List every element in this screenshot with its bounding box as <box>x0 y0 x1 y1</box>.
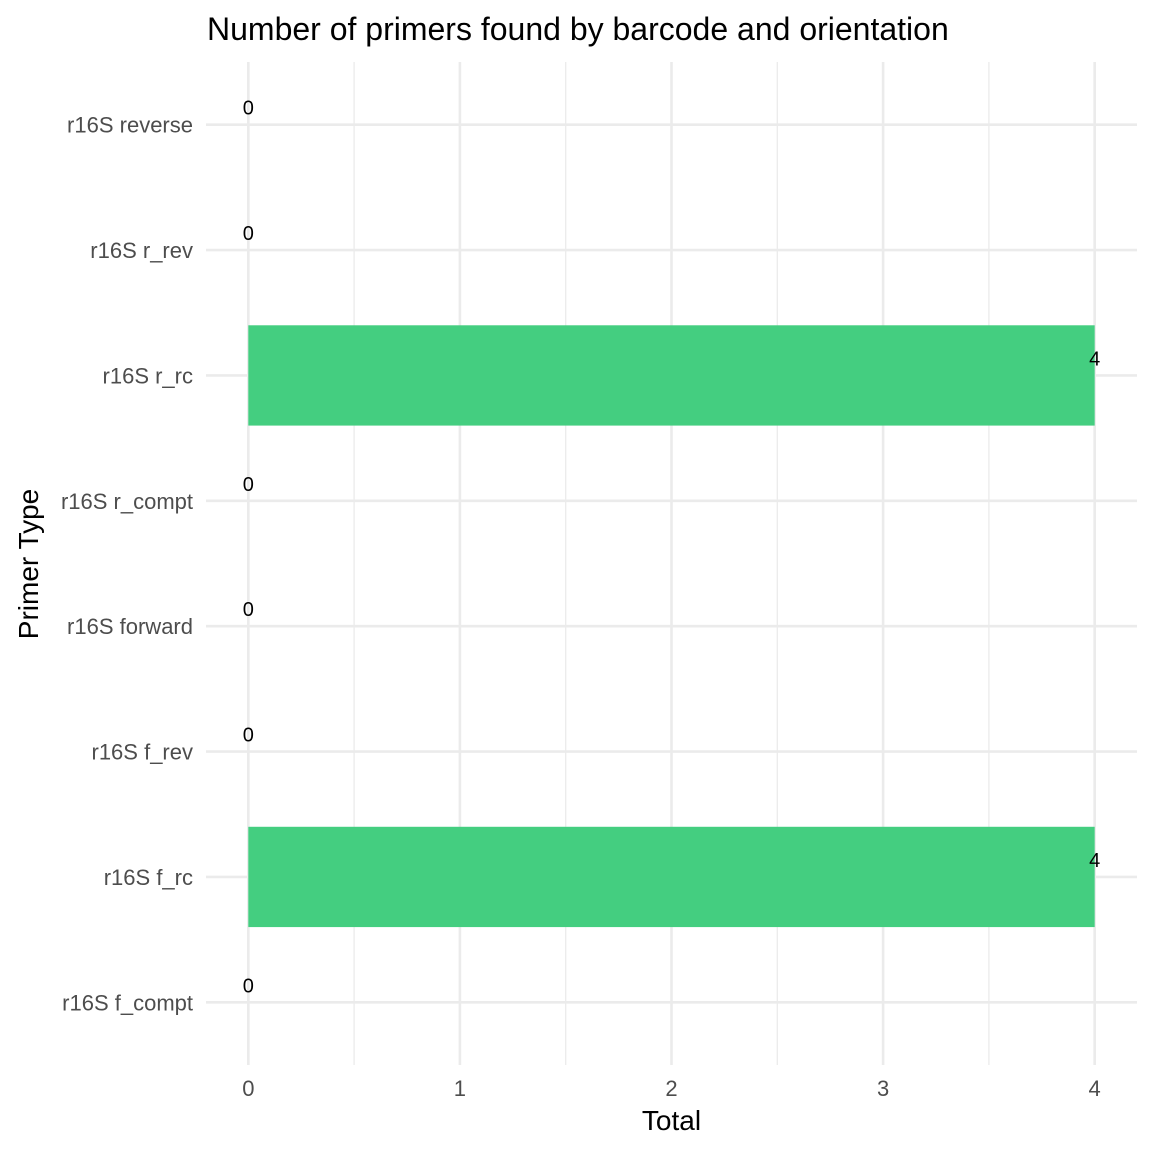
bar-data-label: 0 <box>243 223 254 245</box>
y-tick-label: r16S r_rc <box>103 363 193 388</box>
y-tick-label: r16S f_rc <box>104 865 193 890</box>
data-labels: 0 4 0 0 0 4 0 0 <box>243 98 1100 998</box>
y-tick-label: r16S f_compt <box>62 990 193 1015</box>
bar-data-label: 0 <box>243 975 254 997</box>
bar-data-label: 0 <box>243 98 254 120</box>
y-tick-label: r16S f_rev <box>92 740 194 765</box>
bar-data-label: 4 <box>1089 348 1100 370</box>
bar <box>248 325 1095 426</box>
bar-data-label: 0 <box>243 599 254 621</box>
bar-data-label: 0 <box>243 725 254 747</box>
y-tick-label: r16S r_rev <box>90 238 193 263</box>
bar <box>248 826 1095 928</box>
y-tick-label: r16S forward <box>67 614 193 639</box>
x-tick-label: 3 <box>877 1076 889 1101</box>
x-tick-label: 1 <box>454 1076 466 1101</box>
bar-data-label: 4 <box>1089 850 1100 872</box>
x-tick-label: 2 <box>665 1076 677 1101</box>
y-axis-title: Primer Type <box>13 489 44 639</box>
x-tick-label: 4 <box>1089 1076 1101 1101</box>
bar-data-label: 0 <box>243 474 254 496</box>
chart-title: Number of primers found by barcode and o… <box>207 11 949 47</box>
y-axis-ticks: r16S f_compt r16S f_rc r16S f_rev r16S forw… <box>61 113 193 1016</box>
y-tick-label: r16S reverse <box>67 113 193 138</box>
bars <box>248 325 1095 928</box>
x-tick-label: 0 <box>242 1076 254 1101</box>
y-tick-label: r16S r_compt <box>61 489 193 514</box>
x-axis-ticks: 0 1 2 3 4 <box>242 1076 1101 1101</box>
x-axis-title: Total <box>642 1105 701 1136</box>
